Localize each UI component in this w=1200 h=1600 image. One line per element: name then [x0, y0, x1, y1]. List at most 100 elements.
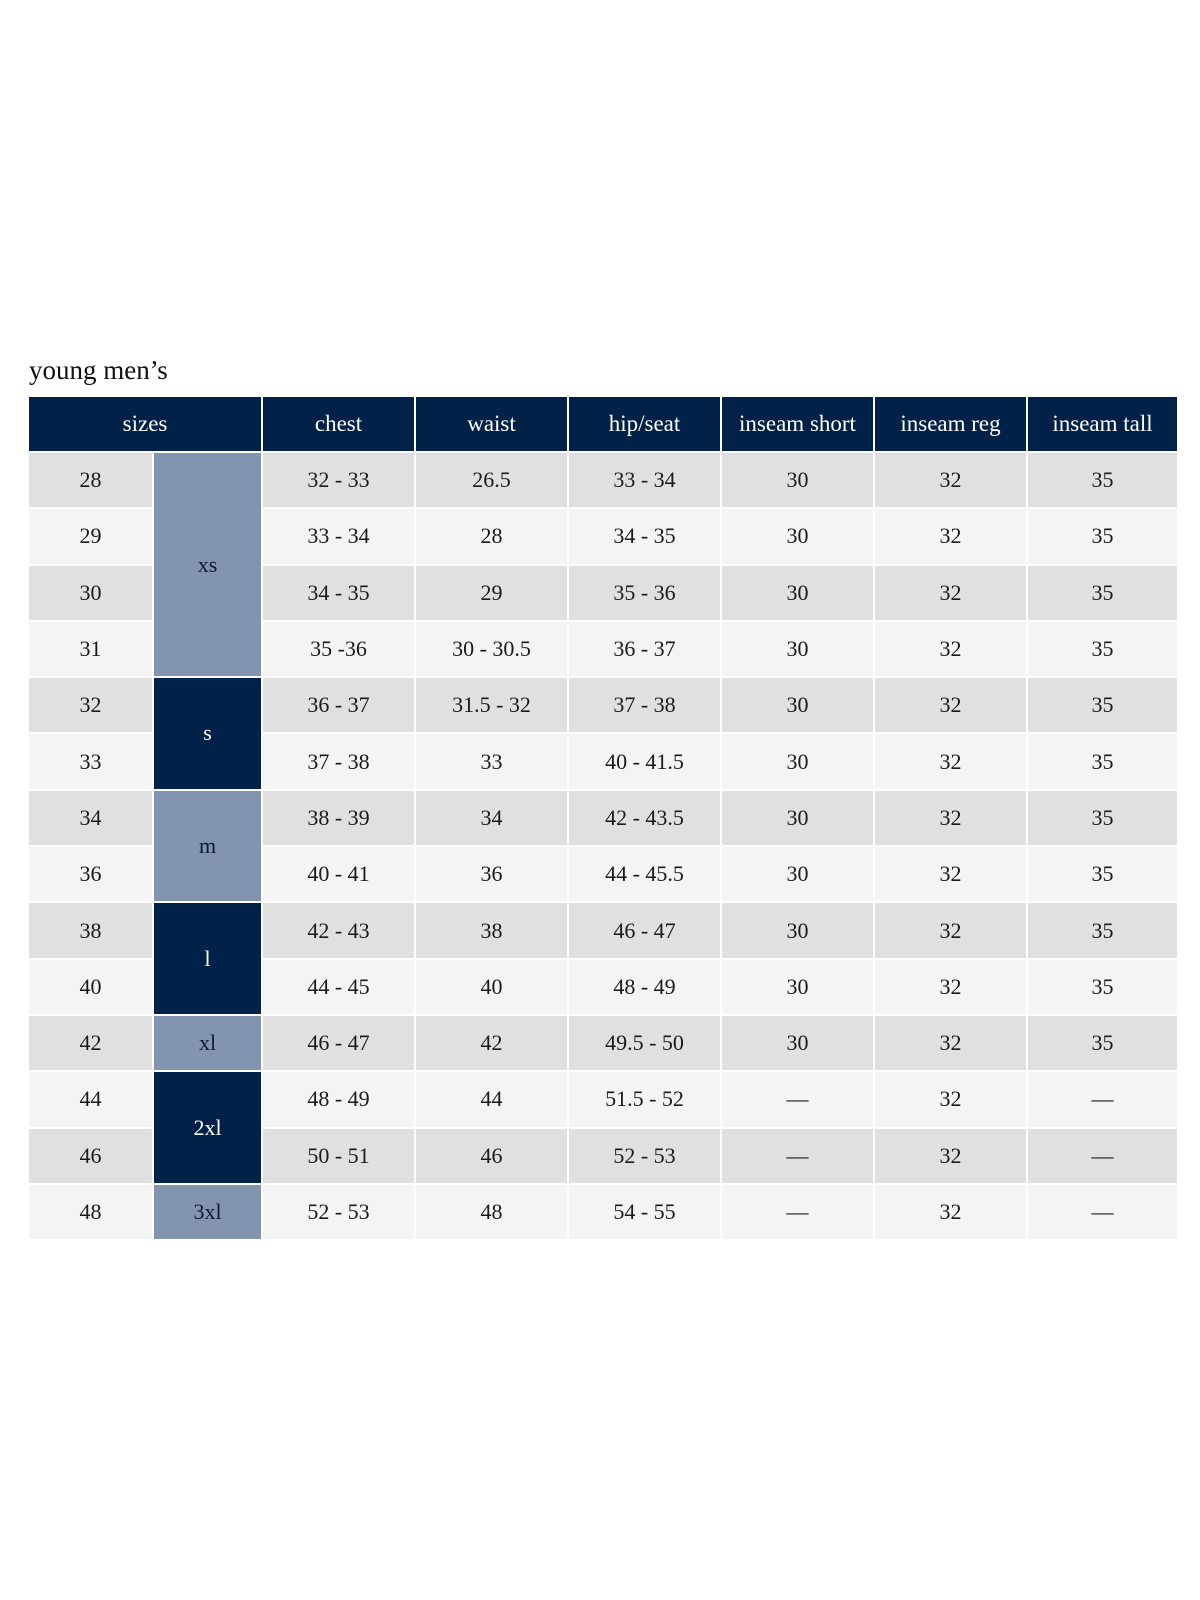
table-cell: 26.5: [416, 453, 567, 508]
size-number: 28: [29, 453, 152, 508]
table-cell: 35: [1028, 678, 1177, 733]
header-hip-seat: hip/seat: [569, 397, 720, 451]
table-cell: 40 - 41: [263, 847, 414, 902]
table-cell: 46 - 47: [263, 1015, 414, 1071]
table-cell: 42 - 43.5: [569, 790, 720, 846]
table-cell: 32: [875, 621, 1026, 677]
chart-title: young men’s: [29, 355, 168, 385]
header-inseam-reg: inseam reg: [875, 397, 1026, 451]
table-cell: 33 - 34: [263, 509, 414, 564]
table-cell: —: [722, 1184, 873, 1240]
table-cell: 30: [722, 509, 873, 564]
header-chest: chest: [263, 397, 414, 451]
table-cell: 35: [1028, 621, 1177, 677]
table-cell: 35 - 36: [569, 565, 720, 620]
table-cell: 30: [722, 959, 873, 1014]
table-cell: 32: [875, 453, 1026, 508]
table-cell: 32: [875, 1072, 1026, 1127]
table-cell: 35: [1028, 959, 1177, 1014]
size-number: 29: [29, 509, 152, 564]
size-number: 44: [29, 1072, 152, 1127]
table-cell: 32: [875, 1184, 1026, 1240]
table-cell: 35: [1028, 790, 1177, 846]
table-cell: 35: [1028, 847, 1177, 902]
size-label-s: s: [154, 678, 261, 789]
table-cell: 32: [875, 678, 1026, 733]
table-cell: 35: [1028, 509, 1177, 564]
table-cell: 46: [416, 1128, 567, 1183]
table-cell: 35: [1028, 565, 1177, 620]
table-cell: 30: [722, 565, 873, 620]
size-number: 34: [29, 790, 152, 846]
table-cell: 35: [1028, 1015, 1177, 1071]
table-cell: 35: [1028, 903, 1177, 958]
size-number: 33: [29, 734, 152, 789]
table-cell: 30: [722, 734, 873, 789]
table-cell: 44: [416, 1072, 567, 1127]
table-cell: 33: [416, 734, 567, 789]
table-cell: —: [722, 1128, 873, 1183]
table-cell: 30: [722, 1015, 873, 1071]
table-cell: 36 - 37: [569, 621, 720, 677]
table-cell: 32: [875, 959, 1026, 1014]
table-cell: 32 - 33: [263, 453, 414, 508]
table-cell: 51.5 - 52: [569, 1072, 720, 1127]
table-cell: 42 - 43: [263, 903, 414, 958]
size-label-3xl: 3xl: [154, 1184, 261, 1240]
table-cell: 32: [875, 1015, 1026, 1071]
size-label-l: l: [154, 903, 261, 1014]
table-cell: 32: [875, 790, 1026, 846]
size-number: 40: [29, 959, 152, 1014]
table-cell: 54 - 55: [569, 1184, 720, 1240]
header-inseam-tall: inseam tall: [1028, 397, 1177, 451]
table-cell: —: [1028, 1072, 1177, 1127]
size-number: 36: [29, 847, 152, 902]
size-label-xl: xl: [154, 1015, 261, 1071]
table-cell: 32: [875, 734, 1026, 789]
table-cell: 32: [875, 509, 1026, 564]
table-cell: 33 - 34: [569, 453, 720, 508]
table-cell: —: [722, 1072, 873, 1127]
table-cell: 48 - 49: [263, 1072, 414, 1127]
size-number: 38: [29, 903, 152, 958]
table-cell: 31.5 - 32: [416, 678, 567, 733]
table-cell: 30: [722, 621, 873, 677]
table-cell: 38: [416, 903, 567, 958]
table-cell: 32: [875, 1128, 1026, 1183]
size-chart-table: sizes chest waist hip/seat inseam short insea…: [29, 397, 1177, 1240]
table-cell: 34 - 35: [569, 509, 720, 564]
table-cell: 32: [875, 847, 1026, 902]
size-label-xs: xs: [154, 453, 261, 677]
table-cell: 40 - 41.5: [569, 734, 720, 789]
size-number: 46: [29, 1128, 152, 1183]
table-cell: 52 - 53: [263, 1184, 414, 1240]
table-cell: 35 -36: [263, 621, 414, 677]
table-cell: 32: [875, 903, 1026, 958]
table-cell: 36: [416, 847, 567, 902]
table-cell: 50 - 51: [263, 1128, 414, 1183]
size-number: 32: [29, 678, 152, 733]
table-cell: 35: [1028, 453, 1177, 508]
table-cell: 30 - 30.5: [416, 621, 567, 677]
table-cell: 46 - 47: [569, 903, 720, 958]
size-number: 30: [29, 565, 152, 620]
table-cell: 30: [722, 453, 873, 508]
table-cell: 40: [416, 959, 567, 1014]
table-cell: 32: [875, 565, 1026, 620]
header-waist: waist: [416, 397, 567, 451]
table-cell: 34 - 35: [263, 565, 414, 620]
table-cell: 52 - 53: [569, 1128, 720, 1183]
table-cell: 49.5 - 50: [569, 1015, 720, 1071]
table-cell: 36 - 37: [263, 678, 414, 733]
size-number: 48: [29, 1184, 152, 1240]
size-label-m: m: [154, 790, 261, 902]
table-cell: 48: [416, 1184, 567, 1240]
table-cell: 30: [722, 903, 873, 958]
table-cell: 29: [416, 565, 567, 620]
table-cell: 44 - 45: [263, 959, 414, 1014]
size-label-2xl: 2xl: [154, 1072, 261, 1183]
table-cell: 44 - 45.5: [569, 847, 720, 902]
table-cell: 30: [722, 790, 873, 846]
table-cell: 48 - 49: [569, 959, 720, 1014]
table-cell: —: [1028, 1128, 1177, 1183]
